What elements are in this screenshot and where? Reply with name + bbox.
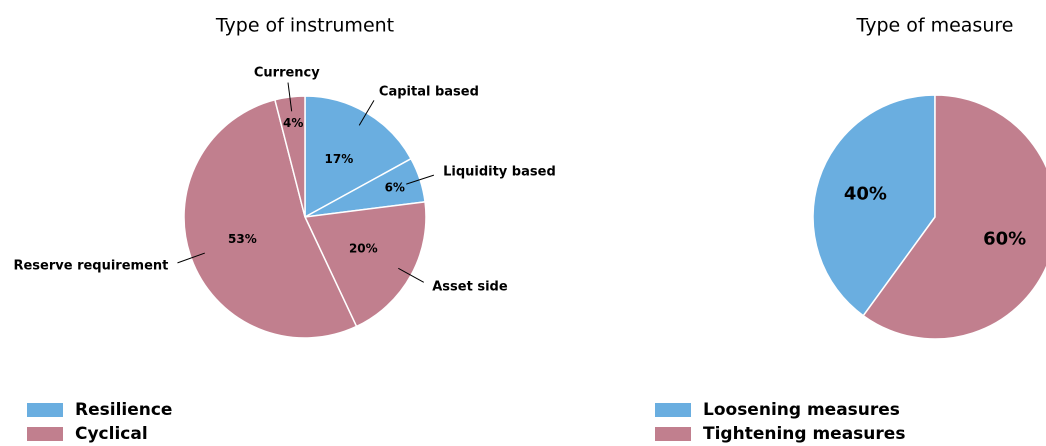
pie-slice	[812, 94, 936, 317]
leader-line	[406, 174, 435, 185]
category-label: Liquidity based	[443, 165, 556, 180]
leader-line	[177, 252, 205, 264]
chart-title: Type of measure	[856, 15, 1014, 37]
legend-swatch	[27, 427, 63, 441]
legend-swatch	[27, 403, 63, 417]
value-label: 17%	[325, 152, 354, 166]
chart-title: Type of instrument	[215, 15, 394, 37]
legend-label: Tightening measures	[703, 424, 905, 444]
legend-label: Loosening measures	[703, 400, 900, 420]
legend-swatch	[655, 427, 691, 441]
legend-swatch	[655, 403, 691, 417]
value-label: 60%	[983, 229, 1026, 250]
leader-line	[287, 82, 293, 112]
value-label: 6%	[385, 180, 405, 194]
value-label: 40%	[844, 183, 887, 204]
pie-slice	[862, 94, 1046, 340]
value-label: 4%	[283, 116, 303, 130]
legend-label: Cyclical	[75, 424, 148, 444]
leader-line	[398, 267, 424, 283]
leader-line	[358, 100, 375, 126]
value-label: 53%	[228, 232, 257, 246]
category-label: Currency	[254, 65, 320, 80]
category-label: Asset side	[432, 279, 508, 294]
category-label: Reserve requirement	[13, 259, 168, 274]
value-label: 20%	[349, 242, 378, 256]
category-label: Capital based	[379, 85, 479, 100]
legend-label: Resilience	[75, 400, 172, 420]
